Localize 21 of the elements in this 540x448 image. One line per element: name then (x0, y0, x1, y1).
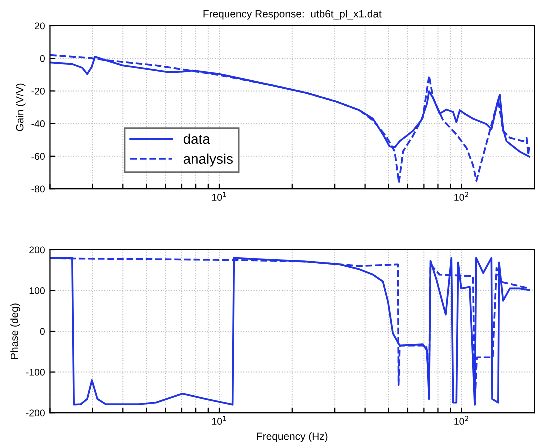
y-tick-label: 0 (40, 55, 45, 62)
y-tick-label: 200 (30, 246, 45, 254)
y-axis-title: Phase (deg) (10, 304, 20, 360)
y-tick-label: -100 (26, 369, 45, 376)
y-tick-label: -80 (32, 186, 45, 193)
x-tick-label: 10$^{2}$ (454, 192, 468, 201)
x-tick-label: 10$^{1}$ (212, 416, 226, 425)
y-tick-label: 20 (35, 22, 45, 30)
x-tick-label: 10$^{2}$ (454, 416, 468, 425)
x-axis-title: Frequency (Hz) (257, 432, 328, 442)
x-tick-label: 10$^{1}$ (212, 192, 226, 201)
y-tick-label: -200 (26, 410, 45, 417)
y-tick-label: -60 (32, 153, 45, 160)
y-tick-label: 100 (30, 287, 45, 294)
legend-label: data (184, 134, 210, 144)
y-tick-label: 0 (40, 328, 45, 336)
y-axis-title: Gain (V/V) (16, 84, 26, 132)
legend-label: analysis (184, 154, 233, 167)
y-tick-label: -20 (32, 88, 45, 95)
y-tick-label: -40 (32, 120, 45, 128)
chart-title: Frequency Response: utb6t_pl_x1.dat (204, 10, 382, 20)
